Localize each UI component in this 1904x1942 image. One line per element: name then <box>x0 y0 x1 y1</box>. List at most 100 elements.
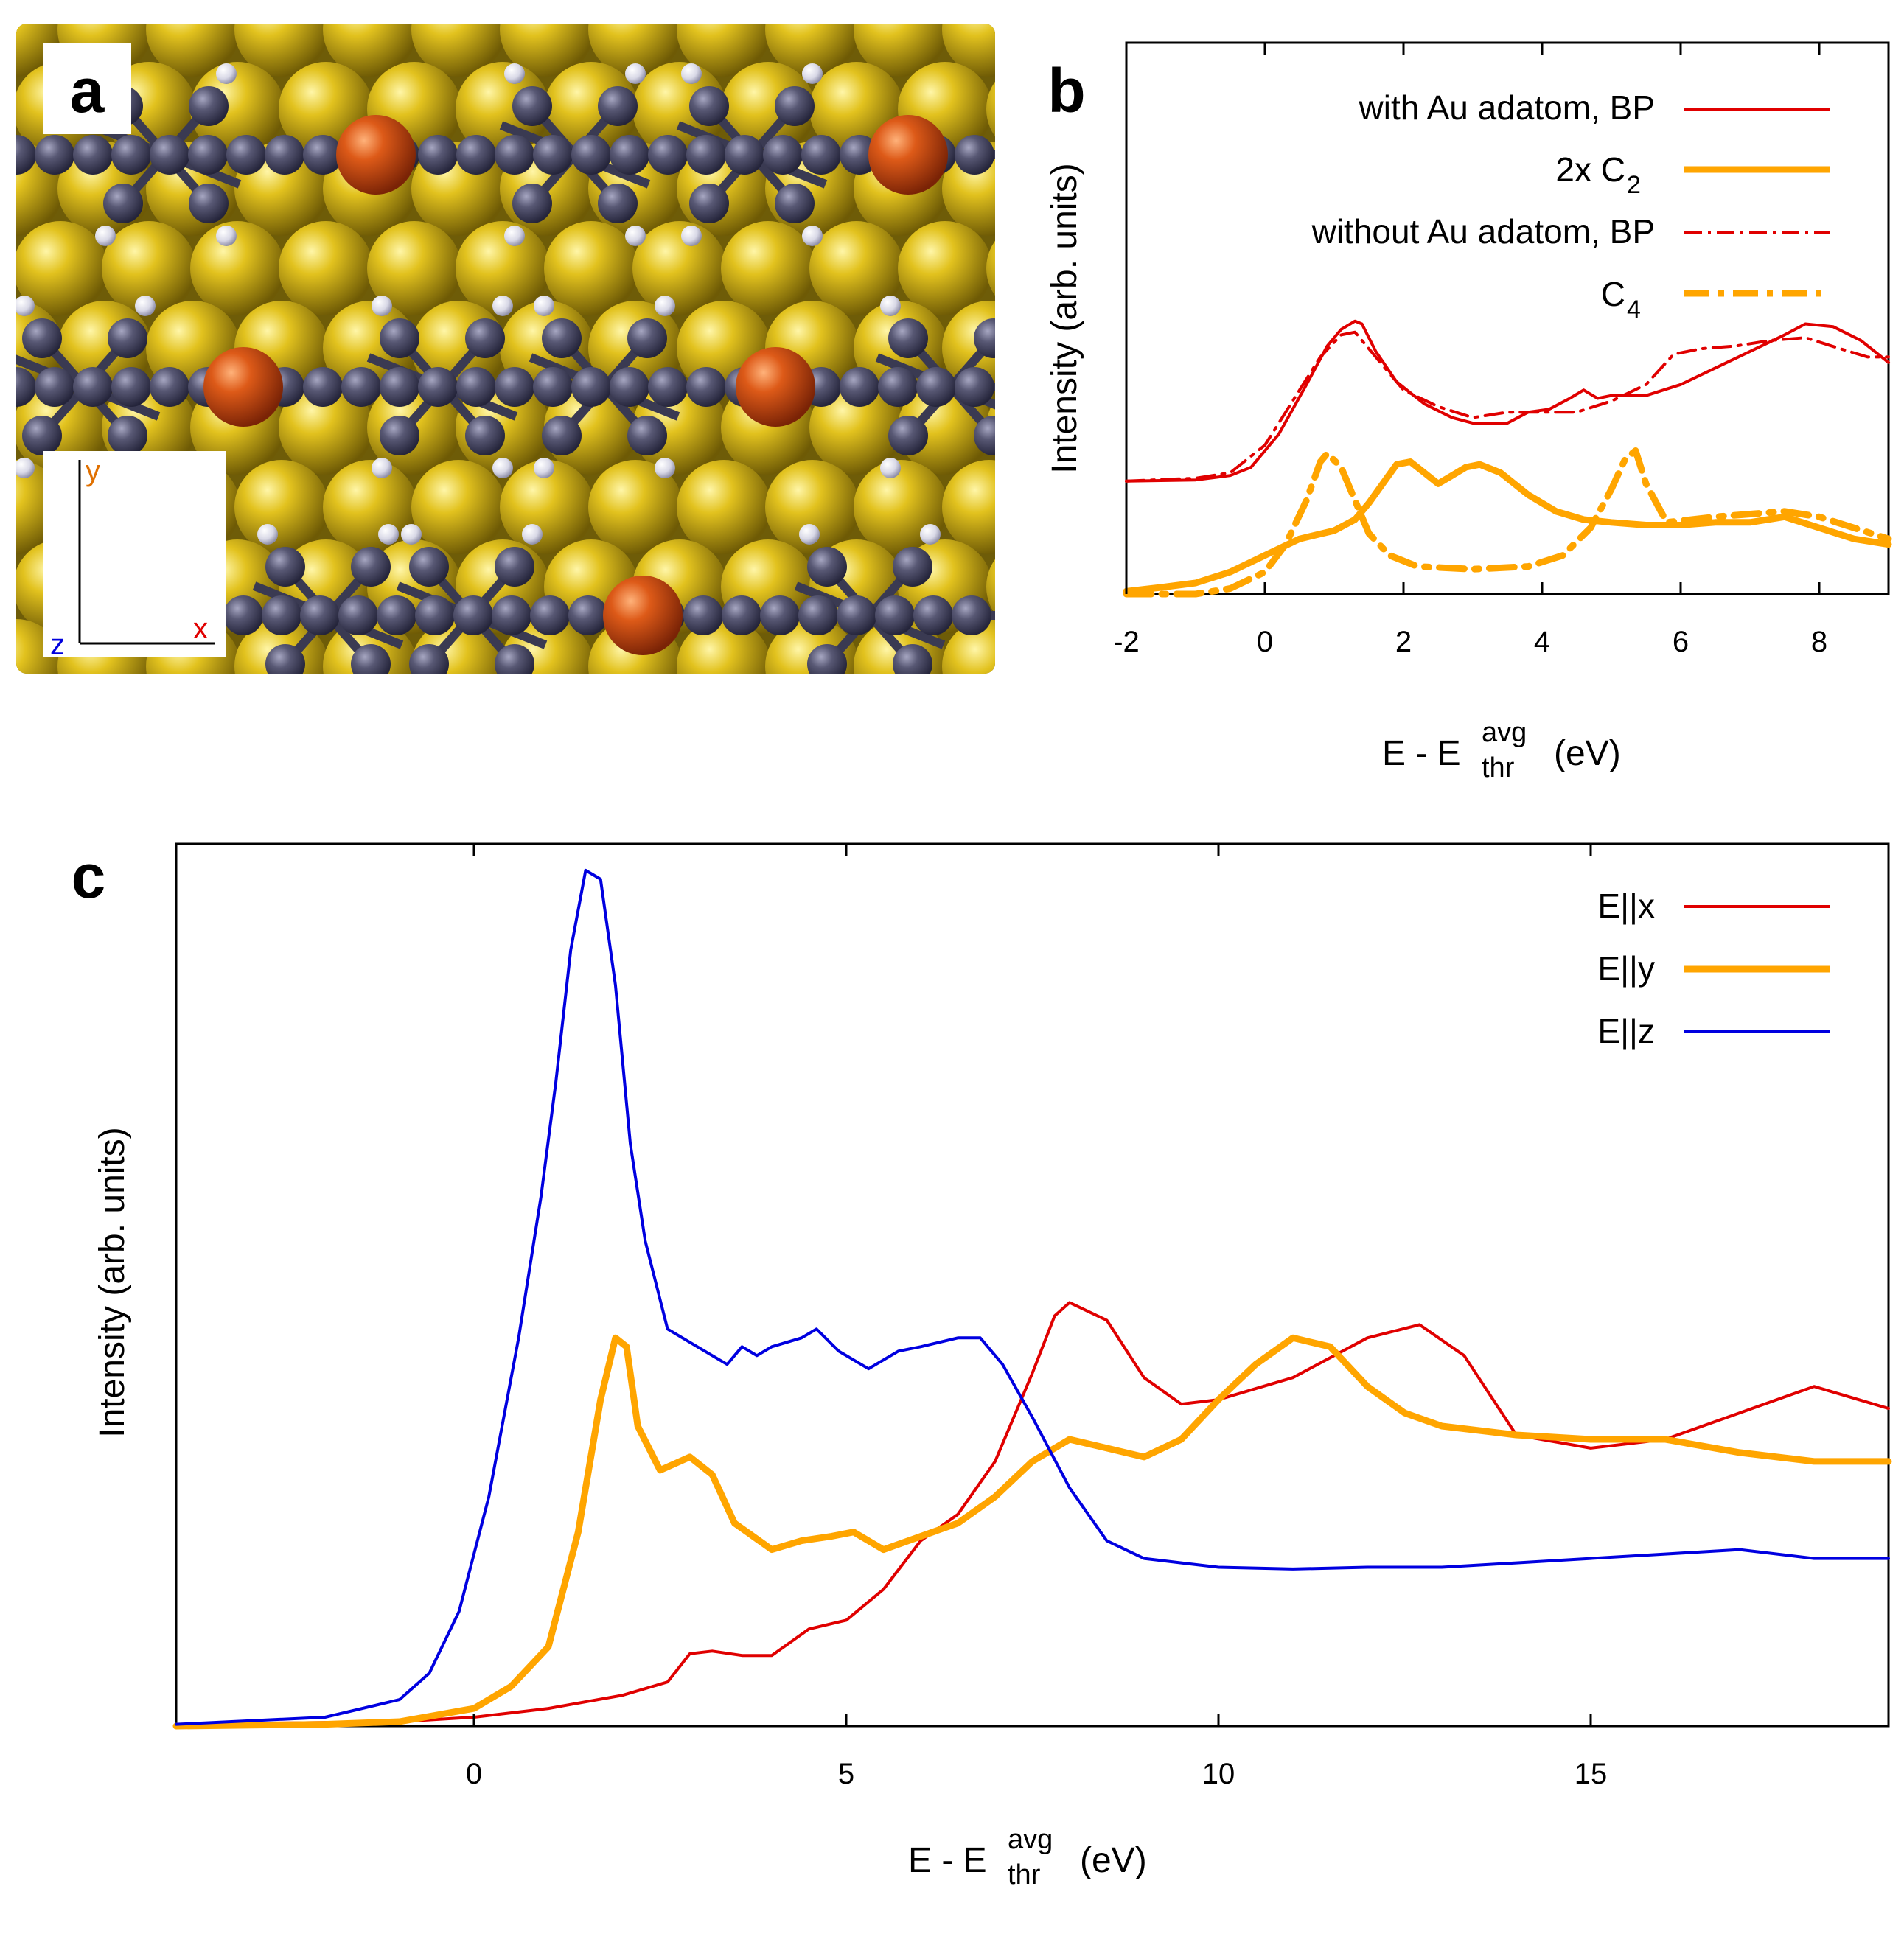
legend-e-y-label: E||y <box>1597 949 1655 988</box>
carbon-atom-35 <box>598 86 638 126</box>
carbon-atom-103 <box>351 644 391 674</box>
carbon-atom-51 <box>495 367 534 407</box>
carbon-atom-37 <box>598 184 638 223</box>
panel-c-series-2-line <box>175 868 1890 1726</box>
gold-atom-69 <box>279 380 373 475</box>
hydrogen-atom-19 <box>655 458 675 478</box>
panel-c-x-ticks: 0 5 10 15 <box>466 844 1607 1790</box>
carbon-atom-13 <box>495 135 534 175</box>
panel-c-xlabel-unit: (eV) <box>1080 1841 1147 1880</box>
carbon-atom-34 <box>512 86 552 126</box>
legend-c4-label: C <box>1601 275 1625 313</box>
hydrogen-atom-33 <box>522 524 543 545</box>
hydrogen-atom-4 <box>681 63 702 84</box>
carbon-atom-74 <box>22 416 62 455</box>
carbon-atom-0 <box>16 135 36 175</box>
hydrogen-atom-10 <box>504 226 525 246</box>
panel-a-label-box <box>43 43 131 134</box>
hydrogen-atom-13 <box>492 296 513 316</box>
axes-inset-box <box>43 451 226 657</box>
carbon-atom-55 <box>648 367 688 407</box>
carbon-atom-62 <box>916 367 956 407</box>
hydrogen-atom-6 <box>681 226 702 246</box>
au-adatoms <box>203 115 948 655</box>
panel-c-xlabel-sup: avg <box>1008 1824 1053 1855</box>
gold-atom-8 <box>588 24 683 77</box>
carbon-atom-11 <box>418 135 458 175</box>
carbon-atom-63 <box>955 367 994 407</box>
legend-e-x-label: E||x <box>1597 887 1655 925</box>
legend-e-z-label: E||z <box>1597 1012 1655 1050</box>
carbon-atom-102 <box>265 644 305 674</box>
gold-atom-11 <box>854 24 948 77</box>
hydrogen-atom-12 <box>372 296 392 316</box>
gold-atom-48 <box>721 221 815 315</box>
hydrogen-atom-9 <box>625 63 646 84</box>
carbon-atom-100 <box>265 547 305 587</box>
carbon-atom-17 <box>648 135 688 175</box>
carbon-atom-71 <box>627 416 667 455</box>
carbon-atom-64 <box>380 318 419 358</box>
carbon-atom-33 <box>775 184 815 223</box>
gold-atom-43 <box>279 221 373 315</box>
gold-atom-4 <box>234 24 329 77</box>
gold-atom-88 <box>765 460 859 554</box>
hydrogen-atom-38 <box>799 686 820 707</box>
panel-b-tick-label-5: 8 <box>1811 626 1827 658</box>
carbon-atom-40 <box>73 367 113 407</box>
gold-atom-79 <box>16 460 63 554</box>
gold-atom-87 <box>677 460 771 554</box>
carbon-atom-52 <box>533 367 573 407</box>
carbon-atom-89 <box>568 595 608 635</box>
carbon-atom-39 <box>35 367 74 407</box>
au-adatom-4 <box>603 576 683 655</box>
carbon-atom-94 <box>760 595 800 635</box>
hydrogen-atom-7 <box>802 226 823 246</box>
gold-atom-116 <box>942 619 995 674</box>
z-axis-label: z <box>50 629 65 661</box>
carbon-atom-6 <box>226 135 266 175</box>
panel-c-tick-label-2: 10 <box>1202 1758 1235 1790</box>
panel-b-tick-label-0: -2 <box>1113 626 1140 658</box>
panel-c-xlabel-sub: thr <box>1008 1859 1041 1890</box>
gold-atom-44 <box>367 221 461 315</box>
gold-atom-16 <box>190 62 285 156</box>
hydrogen-atom-26 <box>880 458 901 478</box>
carbon-atom-31 <box>775 86 815 126</box>
carbon-atom-36 <box>512 184 552 223</box>
carbon-atom-47 <box>341 367 381 407</box>
gold-atom-41 <box>102 221 196 315</box>
panel-b-plot-frame <box>1125 41 1890 595</box>
carbon-atom-41 <box>111 367 151 407</box>
panel-b-letter: b <box>1047 56 1085 125</box>
carbon-atom-42 <box>150 367 189 407</box>
hydrogen-atom-27 <box>1001 458 1022 478</box>
hydrogen-atom-22 <box>16 458 35 478</box>
x-axis-label: x <box>193 612 208 645</box>
gold-atom-40 <box>16 221 108 315</box>
panel-c-y-axis-label: Intensity (arb. units) <box>93 1127 132 1438</box>
carbon-atom-56 <box>686 367 726 407</box>
hydrogen-atom-21 <box>135 296 156 316</box>
carbon-atom-54 <box>610 367 649 407</box>
carbon-atom-14 <box>533 135 573 175</box>
hydrogen-atom-15 <box>492 458 513 478</box>
legend-2xc2-sub: 2 <box>1627 171 1641 199</box>
gold-atom-90 <box>942 460 995 554</box>
hydrogen-atom-24 <box>880 296 901 316</box>
carbon-atom-2 <box>73 135 113 175</box>
carbon-atom-101 <box>351 547 391 587</box>
gold-atom-45 <box>456 221 550 315</box>
au-adatom-2 <box>203 347 283 427</box>
panel-c-series-0-line <box>175 1301 1890 1726</box>
carbon-atom-5 <box>188 135 228 175</box>
carbon-atom-93 <box>722 595 761 635</box>
carbon-atom-109 <box>893 547 932 587</box>
carbon-atom-29 <box>189 184 229 223</box>
carbon-atom-106 <box>409 644 449 674</box>
carbon-atom-7 <box>265 135 304 175</box>
carbon-atom-53 <box>571 367 611 407</box>
carbon-atom-15 <box>571 135 611 175</box>
carbon-atom-92 <box>683 595 723 635</box>
carbon-atom-48 <box>380 367 419 407</box>
